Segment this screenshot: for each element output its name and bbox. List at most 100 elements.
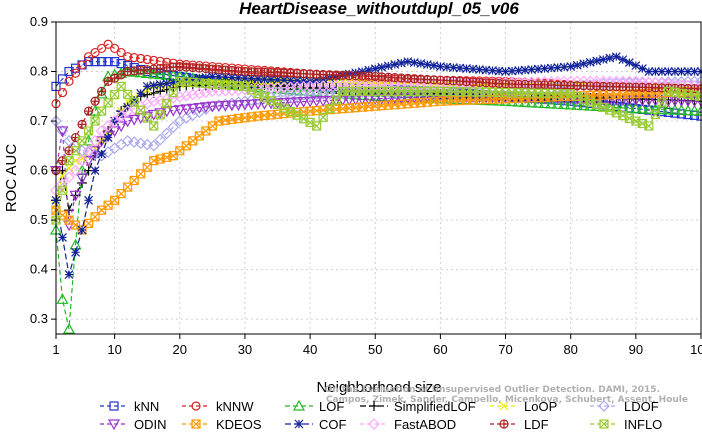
y-tick-label: 0.8 bbox=[30, 64, 48, 79]
data-point-lof bbox=[545, 97, 558, 109]
data-point-cof bbox=[663, 67, 673, 76]
data-point-knn bbox=[64, 66, 74, 77]
data-point-ldof bbox=[245, 94, 258, 107]
legend-item-simplifiedlof: SimplifiedLOF bbox=[360, 399, 476, 414]
data-point-cof bbox=[64, 270, 74, 279]
data-point-odin bbox=[173, 105, 186, 116]
data-point-lof bbox=[688, 104, 701, 116]
data-point-inflo bbox=[142, 113, 152, 123]
data-point-cof bbox=[644, 67, 654, 76]
data-point-knn bbox=[110, 57, 120, 67]
data-point-inflo bbox=[657, 98, 667, 108]
data-point-ldof bbox=[154, 133, 167, 146]
data-point-lof bbox=[558, 98, 571, 110]
legend-label: kNN bbox=[134, 399, 159, 414]
data-point-knnw bbox=[103, 39, 113, 49]
x-tick-label: 80 bbox=[563, 342, 577, 357]
y-tick-label: 0.4 bbox=[30, 262, 48, 277]
data-point-inflo bbox=[644, 121, 654, 131]
data-point-lof bbox=[304, 85, 317, 96]
legend-label: FastABOD bbox=[394, 417, 456, 432]
x-tick-label: 100 bbox=[690, 342, 702, 357]
data-point-inflo bbox=[103, 98, 113, 108]
data-point-knnw bbox=[123, 52, 133, 62]
data-point-lof bbox=[160, 69, 173, 80]
data-point-ldof bbox=[121, 135, 134, 147]
data-point-lof bbox=[63, 322, 76, 334]
series-inflo bbox=[51, 76, 702, 225]
data-point-cof bbox=[370, 64, 380, 74]
y-tick-label: 0.7 bbox=[30, 113, 48, 128]
data-point-ldof bbox=[239, 95, 251, 108]
series-kdeos bbox=[51, 86, 702, 235]
data-point-cof bbox=[97, 149, 107, 159]
data-point-fastabod bbox=[121, 105, 134, 117]
legend-item-knn: kNN bbox=[100, 399, 159, 414]
data-point-inflo bbox=[90, 116, 100, 126]
data-point-fastabod bbox=[193, 87, 206, 100]
data-point-lof bbox=[636, 102, 649, 114]
data-point-odin bbox=[375, 93, 388, 105]
data-point-odin bbox=[186, 103, 199, 115]
data-point-odin bbox=[401, 92, 414, 104]
data-point-odin bbox=[636, 95, 649, 107]
x-tick-label: 40 bbox=[303, 342, 317, 357]
legend-label: INFLO bbox=[624, 417, 662, 432]
data-point-inflo bbox=[331, 95, 341, 105]
data-point-knnw bbox=[97, 43, 107, 54]
data-point-odin bbox=[219, 100, 232, 112]
data-point-lof bbox=[681, 104, 694, 116]
data-point-odin bbox=[108, 126, 121, 138]
data-point-ldof bbox=[186, 109, 199, 121]
data-point-odin bbox=[297, 96, 310, 108]
data-point-fastabod bbox=[69, 164, 82, 177]
data-point-odin bbox=[167, 105, 180, 117]
data-point-knnw bbox=[64, 76, 74, 87]
data-point-lof bbox=[551, 97, 564, 109]
chart-title: HeartDisease_withoutdupl_05_v06 bbox=[239, 0, 519, 18]
data-point-ldof bbox=[102, 146, 114, 158]
legend-item-fastabod: FastABOD bbox=[360, 417, 456, 432]
data-point-odin bbox=[206, 101, 219, 113]
data-point-lof bbox=[532, 96, 545, 108]
legend-item-knnw: kNNW bbox=[182, 399, 254, 414]
data-point-cof bbox=[84, 195, 94, 205]
data-point-inflo bbox=[312, 121, 322, 131]
data-point-odin bbox=[115, 121, 128, 133]
data-point-odin bbox=[642, 95, 655, 107]
data-point-odin bbox=[616, 95, 629, 106]
data-point-inflo bbox=[97, 106, 107, 116]
data-point-lof bbox=[642, 102, 655, 114]
data-point-cof bbox=[58, 233, 67, 242]
data-point-odin bbox=[688, 96, 701, 108]
data-point-inflo bbox=[318, 112, 328, 122]
data-point-fastabod bbox=[186, 88, 199, 101]
data-point-odin bbox=[232, 100, 245, 112]
data-point-ldf bbox=[97, 86, 107, 96]
data-point-ldof bbox=[115, 138, 128, 151]
data-point-inflo bbox=[136, 105, 146, 115]
data-point-knn bbox=[103, 57, 113, 67]
legend-label: COF bbox=[319, 417, 347, 432]
data-point-inflo bbox=[650, 109, 660, 120]
data-point-ldof bbox=[128, 136, 141, 148]
data-point-inflo bbox=[57, 185, 68, 195]
data-point-odin bbox=[56, 126, 69, 138]
data-point-lof bbox=[95, 87, 108, 99]
data-point-cof bbox=[592, 56, 602, 66]
data-point-lof bbox=[623, 102, 636, 113]
x-tick-label: 1 bbox=[52, 342, 59, 357]
series-odin bbox=[49, 91, 702, 232]
data-point-cof bbox=[227, 73, 237, 82]
data-point-odin bbox=[304, 96, 317, 108]
series-loop bbox=[51, 77, 702, 210]
data-point-fastabod bbox=[180, 89, 193, 102]
data-point-odin bbox=[212, 101, 225, 113]
data-point-ldf bbox=[77, 119, 87, 129]
data-point-inflo bbox=[155, 110, 165, 120]
data-point-fastabod bbox=[95, 125, 108, 137]
data-point-cof bbox=[650, 67, 660, 76]
data-point-kdeos bbox=[90, 212, 100, 222]
x-tick-label: 50 bbox=[368, 342, 382, 357]
watermark: Campos, Zimek, Sander, Campello, Micenko… bbox=[325, 385, 688, 405]
